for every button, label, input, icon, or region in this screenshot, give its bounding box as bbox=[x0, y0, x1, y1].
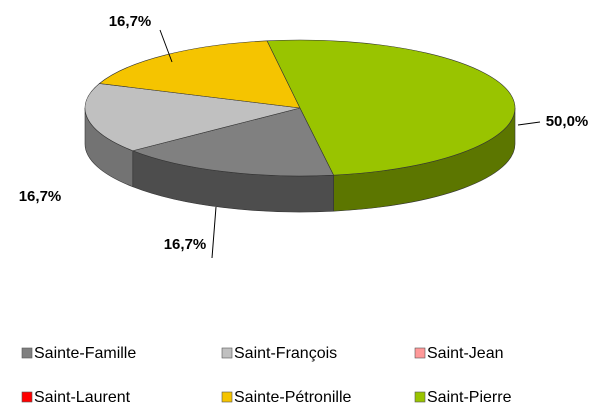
leader-line bbox=[211, 206, 217, 259]
leader-line bbox=[517, 121, 541, 126]
legend-swatch bbox=[21, 347, 33, 359]
pie-sides bbox=[84, 107, 516, 213]
legend-swatch bbox=[221, 391, 233, 403]
value-label: 16,7% bbox=[109, 13, 152, 30]
leader-line bbox=[159, 29, 173, 63]
legend-swatch bbox=[414, 347, 426, 359]
legend-label: Sainte-Pétronille bbox=[234, 389, 352, 406]
legend-label: Saint-François bbox=[234, 345, 337, 362]
value-label: 16,7% bbox=[19, 188, 62, 205]
value-label: 50,0% bbox=[546, 113, 589, 130]
legend-label: Saint-Jean bbox=[427, 345, 504, 362]
slice bbox=[131, 107, 335, 177]
slice bbox=[84, 83, 301, 152]
legend-label: Saint-Pierre bbox=[427, 389, 512, 406]
legend-swatch bbox=[21, 391, 33, 403]
pie-tops bbox=[84, 39, 516, 177]
legend-label: Saint-Laurent bbox=[34, 389, 131, 406]
legend-swatch bbox=[221, 347, 233, 359]
value-label: 16,7% bbox=[164, 236, 207, 253]
legend-swatch bbox=[414, 391, 426, 403]
slice bbox=[98, 40, 301, 109]
legend-label: Sainte-Famille bbox=[34, 345, 136, 362]
